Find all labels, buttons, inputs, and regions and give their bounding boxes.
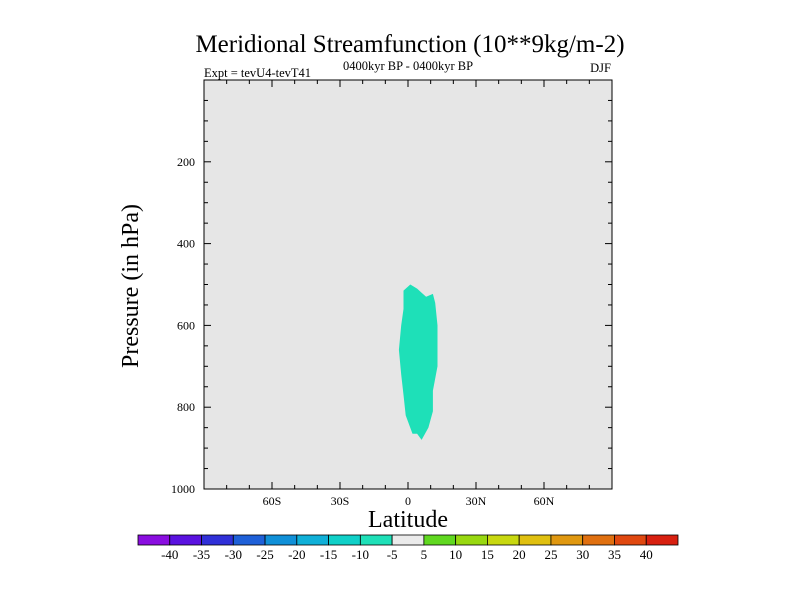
colorbar-label: -40 xyxy=(161,547,178,562)
colorbar-swatch xyxy=(487,534,520,546)
x-tick-label: 30S xyxy=(331,494,350,508)
colorbar-swatch xyxy=(582,534,615,546)
y-tick-label: 800 xyxy=(177,400,195,414)
y-tick-label: 1000 xyxy=(171,482,195,496)
colorbar-swatch xyxy=(359,534,393,546)
colorbar-swatch xyxy=(296,534,329,546)
colorbar-label: 40 xyxy=(640,547,653,562)
colorbar-swatch xyxy=(201,534,234,546)
colorbar-swatch xyxy=(391,534,425,546)
colorbar-label: -20 xyxy=(288,547,305,562)
colorbar-label: 25 xyxy=(544,547,557,562)
colorbar-swatch xyxy=(169,534,202,546)
y-axis-label: Pressure (in hPa) xyxy=(118,204,144,368)
x-tick-label: 60N xyxy=(534,494,555,508)
colorbar-label: -10 xyxy=(352,547,369,562)
colorbar-label: -30 xyxy=(225,547,242,562)
season-label: DJF xyxy=(590,61,611,75)
colorbar-swatch xyxy=(645,534,679,546)
period-label: 0400kyr BP - 0400kyr BP xyxy=(343,59,473,73)
colorbar-label: -5 xyxy=(387,547,398,562)
colorbar-label: -35 xyxy=(193,547,210,562)
colorbar-swatch xyxy=(232,534,266,546)
colorbar-swatch xyxy=(328,534,361,546)
colorbar-swatch xyxy=(550,534,584,546)
colorbar-swatch xyxy=(264,534,298,546)
colorbar-swatch xyxy=(614,534,647,546)
colorbar-label: 15 xyxy=(481,547,494,562)
colorbar-label: 10 xyxy=(449,547,462,562)
colorbar-swatch xyxy=(518,534,552,546)
colorbar-label: -25 xyxy=(256,547,273,562)
expt-label: Expt = tevU4-tevT41 xyxy=(204,66,311,80)
x-tick-label: 0 xyxy=(405,494,411,508)
y-tick-label: 600 xyxy=(177,318,195,332)
colorbar-label: 35 xyxy=(608,547,621,562)
chart-title: Meridional Streamfunction (10**9kg/m-2) xyxy=(195,31,624,58)
x-tick-label: 30N xyxy=(466,494,487,508)
contour-region-0 xyxy=(398,284,438,440)
colorbar-swatch xyxy=(137,534,171,546)
y-tick-label: 400 xyxy=(177,237,195,251)
colorbar-label: -15 xyxy=(320,547,337,562)
colorbar-label: 5 xyxy=(421,547,428,562)
colorbar-swatch xyxy=(455,534,488,546)
plot-background xyxy=(204,80,612,489)
colorbar-label: 30 xyxy=(576,547,589,562)
colorbar-swatch xyxy=(423,534,457,546)
x-axis-label: Latitude xyxy=(368,507,448,533)
y-tick-label: 200 xyxy=(177,155,195,169)
colorbar-label: 20 xyxy=(513,547,526,562)
x-tick-label: 60S xyxy=(263,494,282,508)
